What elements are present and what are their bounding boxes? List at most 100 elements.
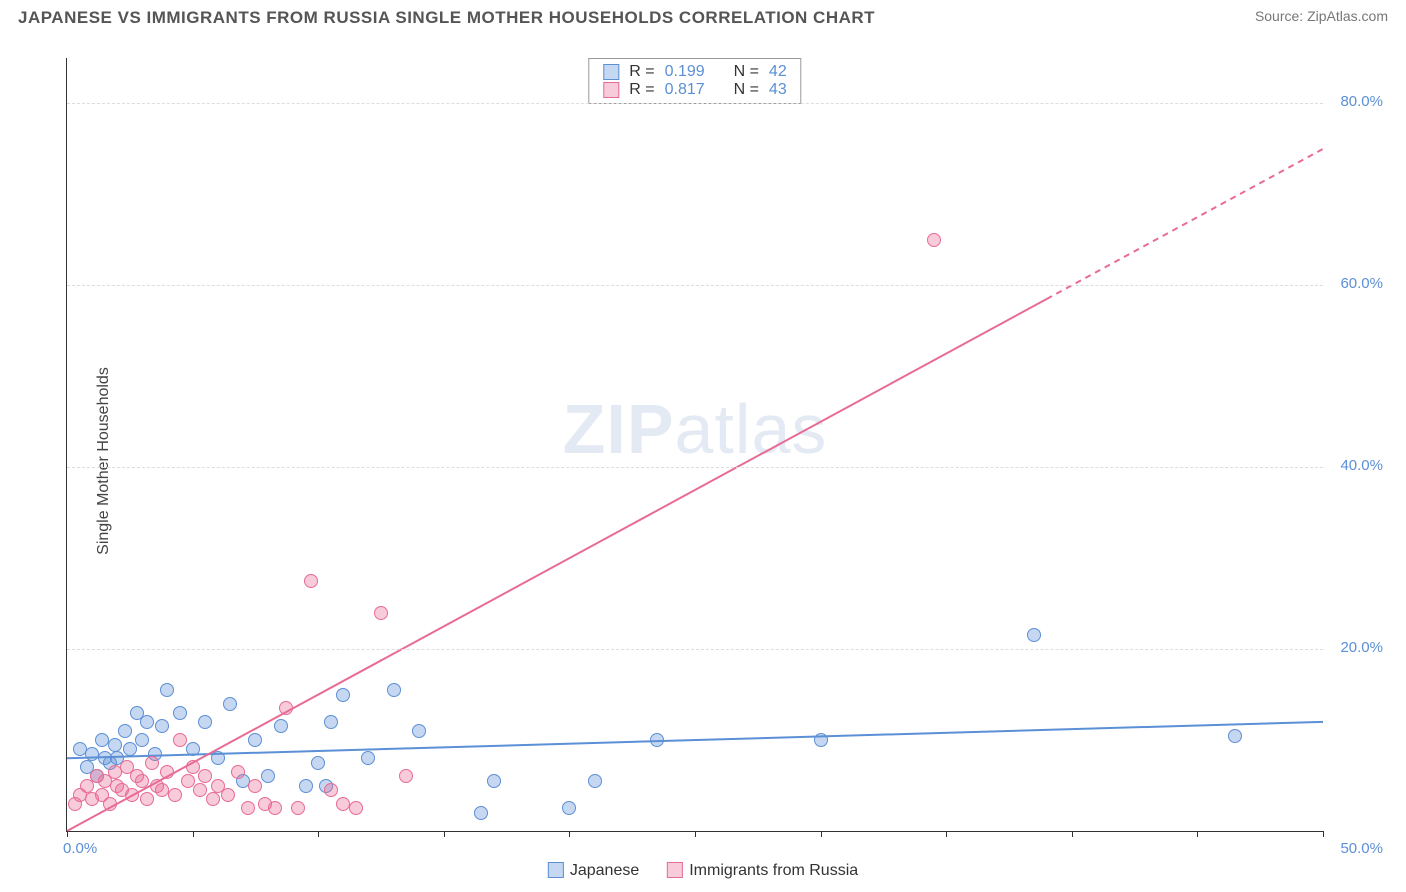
r-value-russia: 0.817 (665, 81, 705, 99)
data-point (168, 788, 182, 802)
stats-legend: R = 0.199 N = 42 R = 0.817 N = 43 (588, 58, 801, 104)
data-point (304, 574, 318, 588)
data-point (173, 733, 187, 747)
data-point (261, 769, 275, 783)
data-point (145, 756, 159, 770)
data-point (927, 233, 941, 247)
x-tick (318, 831, 319, 837)
data-point (274, 719, 288, 733)
data-point (193, 783, 207, 797)
gridline (67, 467, 1323, 468)
data-point (198, 769, 212, 783)
legend-swatch-icon (667, 862, 683, 878)
r-label: R = (629, 63, 654, 81)
data-point (181, 774, 195, 788)
r-value-japanese: 0.199 (665, 63, 705, 81)
data-point (140, 715, 154, 729)
data-point (299, 779, 313, 793)
data-point (399, 769, 413, 783)
data-point (135, 733, 149, 747)
data-point (487, 774, 501, 788)
y-tick-label: 80.0% (1340, 93, 1383, 110)
data-point (814, 733, 828, 747)
data-point (324, 715, 338, 729)
data-point (186, 742, 200, 756)
data-point (1228, 729, 1242, 743)
data-point (103, 797, 117, 811)
y-tick-label: 20.0% (1340, 639, 1383, 656)
y-tick-label: 60.0% (1340, 275, 1383, 292)
data-point (1027, 628, 1041, 642)
data-point (311, 756, 325, 770)
gridline (67, 649, 1323, 650)
data-point (223, 697, 237, 711)
data-point (412, 724, 426, 738)
x-tick (67, 831, 68, 837)
legend-swatch-russia (603, 82, 619, 98)
legend-item-russia: Immigrants from Russia (667, 862, 858, 880)
x-tick (1072, 831, 1073, 837)
legend-swatch-icon (548, 862, 564, 878)
data-point (173, 706, 187, 720)
regression-lines (67, 58, 1323, 831)
legend-label: Japanese (570, 862, 639, 879)
x-tick (821, 831, 822, 837)
x-tick (444, 831, 445, 837)
data-point (291, 801, 305, 815)
data-point (349, 801, 363, 815)
data-point (160, 765, 174, 779)
data-point (186, 760, 200, 774)
x-tick (193, 831, 194, 837)
x-tick (1197, 831, 1198, 837)
data-point (108, 738, 122, 752)
n-value-russia: 43 (769, 81, 787, 99)
data-point (123, 742, 137, 756)
plot-area: ZIPatlas R = 0.199 N = 42 R = 0.817 N = … (66, 58, 1323, 832)
x-tick (569, 831, 570, 837)
x-tick-label: 0.0% (63, 840, 97, 857)
data-point (206, 792, 220, 806)
x-tick-label: 50.0% (1340, 840, 1383, 857)
data-point (231, 765, 245, 779)
legend-item-japanese: Japanese (548, 862, 639, 880)
data-point (211, 751, 225, 765)
source-label: Source: ZipAtlas.com (1255, 8, 1388, 24)
x-tick (1323, 831, 1324, 837)
n-label: N = (734, 81, 759, 99)
data-point (279, 701, 293, 715)
data-point (160, 683, 174, 697)
data-point (198, 715, 212, 729)
y-tick-label: 40.0% (1340, 457, 1383, 474)
data-point (125, 788, 139, 802)
data-point (140, 792, 154, 806)
data-point (248, 779, 262, 793)
data-point (241, 801, 255, 815)
data-point (387, 683, 401, 697)
data-point (361, 751, 375, 765)
data-point (155, 719, 169, 733)
data-point (118, 724, 132, 738)
chart-title: JAPANESE VS IMMIGRANTS FROM RUSSIA SINGL… (18, 8, 875, 28)
n-value-japanese: 42 (769, 63, 787, 81)
data-point (562, 801, 576, 815)
series-legend: Japanese Immigrants from Russia (548, 862, 858, 880)
watermark: ZIPatlas (563, 389, 828, 469)
data-point (221, 788, 235, 802)
data-point (324, 783, 338, 797)
data-point (588, 774, 602, 788)
data-point (374, 606, 388, 620)
data-point (135, 774, 149, 788)
data-point (336, 688, 350, 702)
x-tick (946, 831, 947, 837)
x-tick (695, 831, 696, 837)
data-point (474, 806, 488, 820)
data-point (268, 801, 282, 815)
n-label: N = (734, 63, 759, 81)
gridline (67, 285, 1323, 286)
gridline (67, 103, 1323, 104)
legend-label: Immigrants from Russia (689, 862, 858, 879)
chart-container: Single Mother Households ZIPatlas R = 0.… (18, 40, 1388, 882)
legend-swatch-japanese (603, 64, 619, 80)
data-point (248, 733, 262, 747)
data-point (650, 733, 664, 747)
